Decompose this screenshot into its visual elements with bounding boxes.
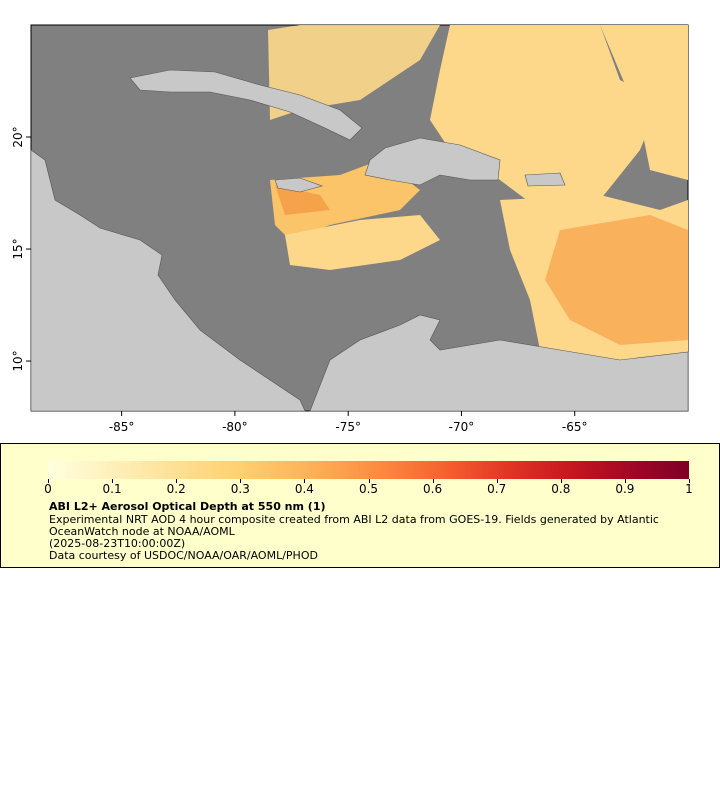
colorbar-tick (368, 479, 370, 483)
x-tick-label: -70° (449, 420, 475, 434)
legend-title: ABI L2+ Aerosol Optical Depth at 550 nm … (49, 500, 326, 513)
colorbar-tick (689, 479, 690, 483)
colorbar-tick (624, 479, 626, 483)
legend-line: OceanWatch node at NOAA/AOML (49, 525, 235, 538)
colorbar-tick (304, 479, 306, 483)
colorbar-tick-label: 0.5 (358, 482, 379, 496)
colorbar-tick (496, 479, 498, 483)
colorbar-tick (48, 479, 49, 483)
legend-line: Experimental NRT AOD 4 hour composite cr… (49, 513, 659, 526)
y-tick-label: 15° (11, 238, 25, 259)
colorbar (48, 461, 689, 479)
colorbar-tick-label: 0.1 (102, 482, 122, 496)
colorbar-tick (240, 479, 242, 483)
colorbar-tick-label: 0.9 (615, 482, 635, 496)
colorbar-tick-label: 0 (44, 482, 52, 496)
map: -85° -80° -75° -70° -65° 20° 15° 10° (11, 24, 689, 434)
y-tick-label: 20° (11, 126, 25, 147)
colorbar-tick (112, 479, 114, 483)
x-tick-label: -65° (562, 420, 588, 434)
colorbar-tick-label: 0.7 (487, 482, 507, 496)
colorbar-tick-label: 1 (685, 482, 693, 496)
colorbar-tick (176, 479, 178, 483)
colorbar-tick (560, 479, 562, 483)
colorbar-tick-label: 0.8 (551, 482, 571, 496)
x-tick-label: -75° (335, 420, 361, 434)
x-tick-label: -80° (222, 420, 248, 434)
legend-line: (2025-08-23T10:00:00Z) (49, 537, 186, 550)
colorbar-tick (432, 479, 434, 483)
legend-line: Data courtesy of USDOC/NOAA/OAR/AOML/PHO… (49, 549, 318, 562)
aerosol-field (268, 25, 688, 370)
colorbar-tick-label: 0.3 (230, 482, 250, 496)
colorbar-tick-label: 0.2 (166, 482, 186, 496)
colorbar-tick-label: 0.6 (423, 482, 443, 496)
land (30, 69, 689, 412)
y-tick-label: 10° (11, 350, 25, 371)
x-tick-label: -85° (109, 420, 135, 434)
colorbar-tick-label: 0.4 (294, 482, 314, 496)
legend-box: ABI L2+ Aerosol Optical Depth at 550 nm … (0, 443, 720, 568)
